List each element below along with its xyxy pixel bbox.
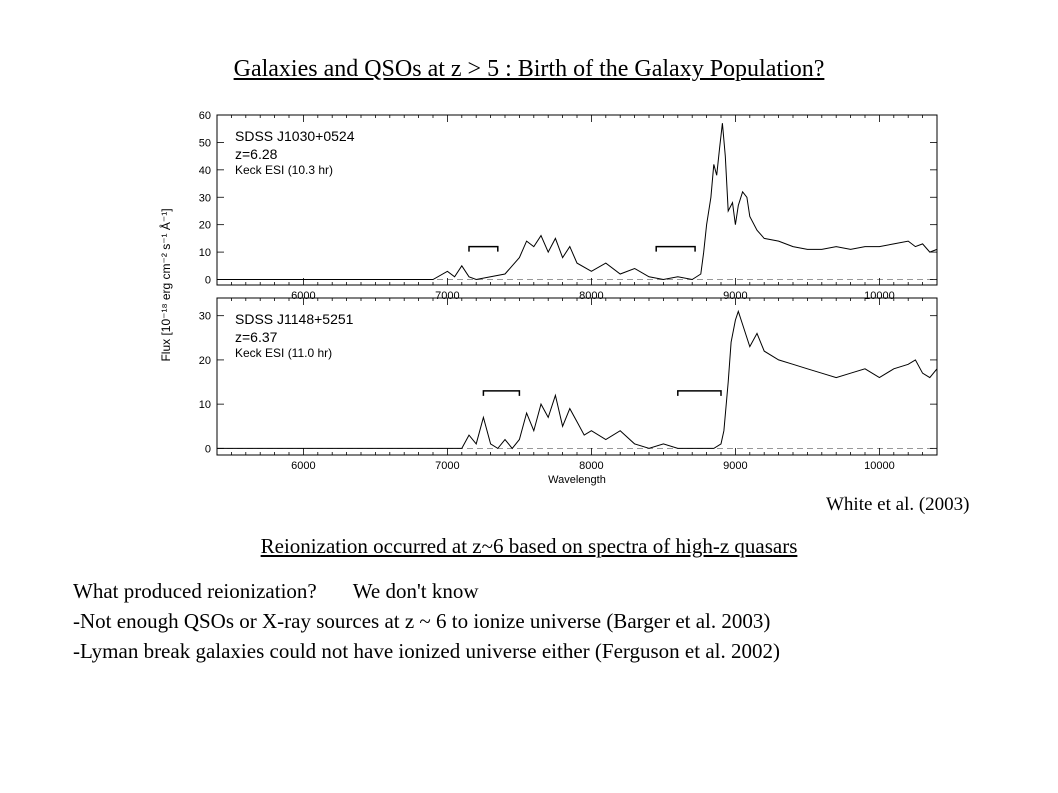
y-tick-label: 20 (199, 355, 211, 367)
y-tick-label: 30 (199, 311, 211, 323)
spectrum-label-2-0: SDSS J1148+5251 (235, 311, 354, 327)
x-axis-label: Wavelength (548, 474, 606, 486)
figure-credit: White et al. (2003) (826, 494, 970, 515)
y-tick-label: 40 (199, 165, 211, 177)
question-line: What produced reionization? We don't know (73, 576, 933, 606)
answer-text: We don't know (352, 579, 479, 603)
x-tick-label: 7000 (435, 290, 459, 302)
y-tick-label: 30 (199, 192, 211, 204)
y-tick-label: 50 (199, 137, 211, 149)
slide-title: Galaxies and QSOs at z > 5 : Birth of th… (233, 56, 825, 82)
x-tick-label: 9000 (723, 290, 747, 302)
x-tick-label: 9000 (723, 460, 747, 472)
bullet-qso: -Not enough QSOs or X-ray sources at z ~… (73, 609, 771, 633)
x-tick-label: 6000 (291, 460, 315, 472)
bullet-lbg: -Lyman break galaxies could not have ion… (73, 639, 780, 663)
absorption-bracket (677, 390, 722, 396)
x-tick-label: 8000 (579, 460, 603, 472)
x-tick-label: 8000 (579, 290, 603, 302)
x-tick-label: 10000 (864, 460, 895, 472)
spectrum-line-1 (217, 123, 938, 281)
y-tick-label: 20 (199, 220, 211, 232)
x-tick-label: 7000 (435, 460, 459, 472)
quasar-spectra-figure: 6000 7000 8000 9000 10000 0 10 20 30 40 50 60 SDSS J… (158, 110, 938, 486)
absorption-bracket (482, 390, 521, 396)
spectrum-label-2-2: Keck ESI (11.0 hr) (235, 346, 332, 360)
x-tick-label: 6000 (291, 290, 315, 302)
absorption-bracket (655, 245, 696, 252)
y-axis-label: Flux [10⁻¹⁸ erg cm⁻² s⁻¹ Å⁻¹] (158, 208, 173, 361)
y-tick-label: 0 (205, 275, 211, 287)
y-tick-label: 0 (205, 443, 211, 455)
slide-subtitle: Reionization occurred at z~6 based on sp… (260, 534, 798, 558)
spectrum-label-2-1: z=6.37 (235, 329, 278, 345)
spectrum-label-1-2: Keck ESI (10.3 hr) (235, 163, 333, 177)
question-text: What produced reionization? (73, 579, 317, 603)
spectrum-label-1-1: z=6.28 (235, 146, 278, 162)
y-tick-label: 10 (199, 399, 211, 411)
y-tick-label: 10 (199, 247, 211, 259)
absorption-bracket (468, 245, 499, 252)
spectrum-label-1-0: SDSS J1030+0524 (235, 128, 355, 144)
spectrum-line-2 (217, 309, 938, 450)
body-text: What produced reionization? We don't know… (73, 576, 933, 666)
x-tick-label: 10000 (864, 290, 895, 302)
y-tick-label: 60 (199, 110, 211, 122)
